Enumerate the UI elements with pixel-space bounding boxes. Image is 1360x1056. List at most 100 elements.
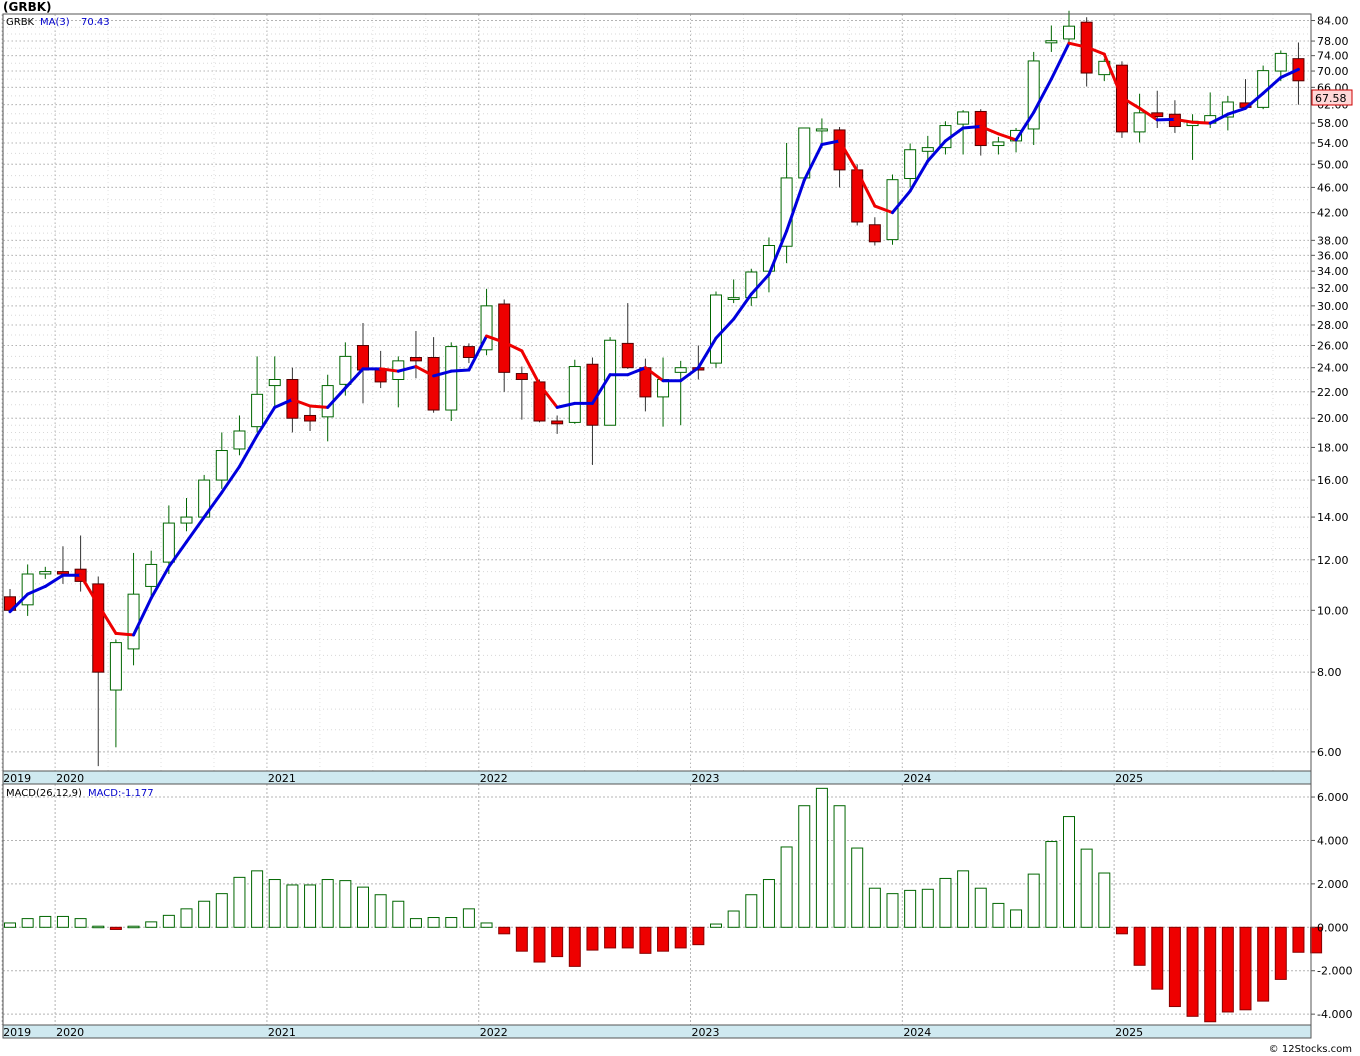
ma-segment (96, 603, 118, 635)
macd-bar (921, 888, 934, 928)
macd-bar (745, 894, 758, 928)
macd-bar (604, 926, 617, 949)
macd-bar (762, 879, 775, 928)
candle-body (304, 414, 317, 422)
macd-tick-label: -2.000 (1317, 965, 1352, 978)
macd-bar (233, 876, 246, 928)
candle-body (215, 450, 228, 481)
macd-bar (515, 926, 528, 952)
candle-body (992, 141, 1005, 147)
year-label: 2025 (1115, 772, 1143, 785)
macd-tick-label: 6.000 (1317, 791, 1349, 804)
price-tick-label: 32.00 (1317, 282, 1349, 295)
ma-segment (1138, 106, 1159, 122)
price-tick-label: 20.00 (1317, 412, 1349, 425)
price-tick-label: 38.00 (1317, 234, 1349, 247)
year-label: 2024 (903, 1026, 931, 1039)
ma-segment (1173, 117, 1195, 124)
candle-body (515, 373, 528, 380)
ma-segment (379, 367, 400, 373)
last-price-badge: 67.58 (1311, 89, 1353, 106)
price-tick-label: 50.00 (1317, 158, 1349, 171)
legend-ma-label: MA(3) (40, 17, 70, 28)
macd-bar (392, 900, 405, 928)
ma-segment (520, 349, 541, 386)
ma-segment (1014, 110, 1036, 142)
candle-body (409, 356, 422, 362)
candle-body (745, 271, 758, 299)
macd-panel-frame (2, 783, 1312, 1026)
macd-bar (4, 922, 16, 928)
macd-bar (56, 915, 69, 928)
price-tick-label: 22.00 (1317, 386, 1349, 399)
price-tick-label: 54.00 (1317, 137, 1349, 150)
candle-body (127, 593, 140, 650)
macd-tick-label: 2.000 (1317, 878, 1349, 891)
macd-bar (1292, 926, 1305, 953)
price-tick-label: 70.00 (1317, 65, 1349, 78)
macd-bar (992, 902, 1005, 928)
last-price-label: 67.58 (1315, 92, 1347, 105)
y-axis-labels: 6.00 8.00 10.00 12.00 14.00 16.00 18.00 20.00 22… (1311, 15, 1352, 1021)
candle-body (180, 516, 193, 524)
candle-body (568, 366, 581, 423)
ma-segment (432, 369, 453, 378)
ma-segment (626, 366, 647, 377)
ma-segment (679, 366, 700, 383)
price-tick-label: 26.00 (1317, 340, 1349, 353)
ma-segment (996, 132, 1018, 142)
candle-body (710, 294, 722, 364)
candle-body (921, 147, 934, 152)
ma-segment (1279, 67, 1300, 79)
ma-segment (1191, 120, 1212, 125)
candle-body (1221, 101, 1234, 118)
candle-body (498, 303, 511, 373)
macd-bar (957, 870, 970, 928)
candle-body (109, 642, 122, 691)
macd-bar (1204, 926, 1217, 1023)
price-tick-label: 14.00 (1317, 511, 1349, 524)
year-label: 2020 (56, 1026, 84, 1039)
price-tick-label: 10.00 (1317, 604, 1349, 617)
macd-tick-label: 4.000 (1317, 834, 1349, 847)
macd-bar (1151, 926, 1164, 990)
ma-segment (79, 573, 100, 607)
price-tick-label: 46.00 (1317, 181, 1349, 194)
ma-segment (1244, 91, 1265, 110)
legend-ma-value: 70.43 (81, 17, 110, 28)
ma-segment (308, 404, 330, 409)
year-label: 2019 (3, 772, 31, 785)
macd-bar (657, 926, 670, 952)
year-label: 2023 (692, 772, 720, 785)
candle-body (39, 571, 52, 575)
ma-segment (1102, 52, 1124, 100)
ma-segment (785, 178, 806, 233)
candle-body (339, 355, 352, 385)
price-tick-label: 24.00 (1317, 362, 1349, 375)
year-label: 2020 (56, 772, 84, 785)
chart-title: (GRBK) (3, 0, 52, 14)
macd-bar (974, 887, 987, 928)
ma-segment (326, 386, 347, 409)
candle-body (621, 342, 634, 369)
macd-bar (268, 879, 281, 928)
candle-body (1045, 40, 1058, 44)
price-tick-label: 36.00 (1317, 249, 1349, 262)
year-label: 2023 (692, 1026, 720, 1039)
ma-segment (237, 433, 259, 469)
price-tick-label: 42.00 (1317, 207, 1349, 220)
ma-segment (485, 334, 506, 344)
macd-tick-label: -4.000 (1317, 1008, 1352, 1021)
candle-body (145, 563, 158, 587)
candle-body (1027, 60, 1040, 130)
ma-segment (343, 367, 365, 390)
ma-segment (167, 540, 188, 569)
ma-segment (961, 125, 983, 130)
candle-body (21, 573, 34, 606)
price-tick-label: 78.00 (1317, 35, 1349, 48)
macd-bar (710, 923, 722, 928)
ma-segment (220, 465, 241, 494)
candle-body (357, 345, 369, 371)
price-gridlines (1, 14, 1311, 1025)
candle-body (462, 346, 475, 358)
